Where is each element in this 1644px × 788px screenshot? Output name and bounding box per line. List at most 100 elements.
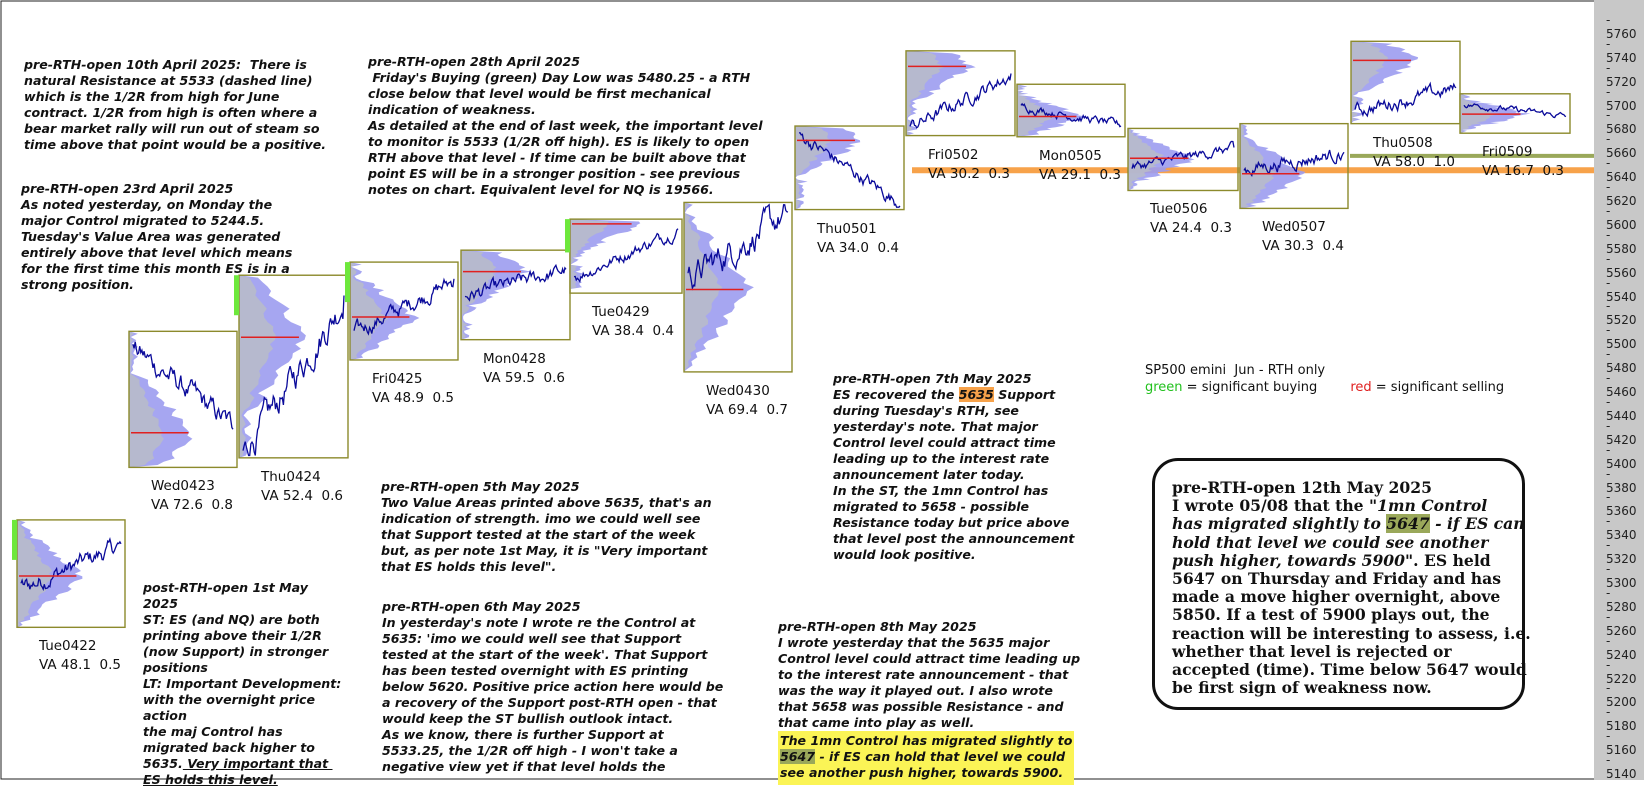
price-line [1463,103,1567,119]
note-text: The 1mn Control has migrated slightly to [780,733,1073,748]
callout-12-may: pre-RTH-open 12th May 2025 I wrote 05/08… [1152,458,1531,710]
price-axis[interactable] [1594,0,1644,780]
price-line [573,228,679,283]
callout-highlight-5647: 5647 [1386,514,1430,534]
session-box [460,249,571,341]
session-label: Tue0429 VA 38.4 0.4 [592,304,675,340]
highlight-5635: 5635 [958,387,994,402]
volume-profile-core [17,519,53,628]
session-box [905,50,1016,137]
callout-italic: 1mn Control [1377,496,1488,516]
y-tick-label: - 5160 [1606,729,1637,758]
session-label: Thu0501 VA 34.0 0.4 [817,220,900,256]
y-tick-label: - 5440 [1606,394,1637,423]
session-label: Mon0505 VA 29.1 0.3 [1039,147,1122,183]
buying-marker [234,275,239,316]
session-box [683,201,793,373]
note-title: pre-RTH-open 5th May 2025 [381,479,580,494]
y-tick-label: - 5340 [1606,514,1637,543]
note-body: Friday's Buying (green) Day Low was 5480… [368,70,763,197]
price-line [909,73,1012,129]
y-tick-label: - 5480 [1606,347,1637,376]
volume-profile-core [906,50,945,136]
legend-red: red [1350,380,1372,395]
y-tick-label: - 5460 [1606,371,1637,400]
session-box [569,218,683,294]
volume-profile-core [684,202,723,372]
price-line [464,263,567,302]
y-tick-label: - 5640 [1606,156,1637,185]
note-6-may: pre-RTH-open 6th May 2025 In yesterday's … [382,567,723,775]
note-23-april: pre-RTH-open 23rd April 2025 As noted yes… [21,149,292,293]
y-tick-label: - 5280 [1606,585,1637,614]
note-body: Two Value Areas printed above 5635, that… [381,495,712,574]
y-tick-label: - 5360 [1606,490,1637,519]
session-label: Tue0422 VA 48.1 0.5 [39,638,122,674]
price-line [242,295,345,457]
note-body: 2025 ST: ES (and NQ) are both printing a… [143,596,342,771]
y-tick-label: - 5720 [1606,60,1637,89]
note-text: Support [993,387,1056,402]
price-line [1020,102,1122,128]
highlight-5647: 5647 [780,749,816,764]
chart-legend: SP500 emini Jun - RTH only green = signi… [1145,345,1504,396]
session-box [238,274,349,459]
volume-profile-core [1351,41,1388,124]
session-label: Wed0507 VA 30.3 0.4 [1262,219,1345,255]
note-title: pre-RTH-open 28th April 2025 [368,54,580,69]
y-tick-label: - 5500 [1606,323,1637,352]
callout-italic: push higher, towards 5900 [1172,550,1406,570]
y-tick-label: - 5220 [1606,657,1637,686]
buying-marker [565,219,570,253]
y-tick-label: - 5560 [1606,251,1637,280]
y-tick-label: - 5660 [1606,132,1637,161]
y-tick-label: - 5380 [1606,466,1637,495]
session-box [1127,127,1239,192]
note-8-may: pre-RTH-open 8th May 2025 I wrote yesterd… [778,587,1080,785]
session-label: Fri0502 VA 30.2 0.3 [928,146,1011,182]
note-body: natural Resistance at 5533 (dashed line)… [24,73,327,152]
volume-profile-core [1017,84,1056,137]
note-title: pre-RTH-open 6th May 2025 [382,599,581,614]
y-tick-label: - 5320 [1606,538,1637,567]
note-7-may: pre-RTH-open 7th May 2025 ES recovered th… [833,339,1074,563]
price-line [1354,81,1457,118]
session-label: Wed0430 VA 69.4 0.7 [706,382,789,418]
note-body: during Tuesday's RTH, see yesterday's no… [833,403,1075,562]
note-10-april: pre-RTH-open 10th April 2025: There is na… [24,25,326,153]
price-line [798,132,901,208]
y-tick-label: - 5260 [1606,609,1637,638]
callout-body: 5647 on Thursday and Friday and has made… [1172,569,1531,698]
session-box [1239,122,1349,210]
session-label: Wed0423 VA 72.6 0.8 [151,478,234,514]
price-line [687,203,789,291]
y-tick-label: - 5620 [1606,180,1637,209]
price-line [1131,140,1235,170]
session-label: Mon0428 VA 59.5 0.6 [483,350,566,386]
yellow-highlight-box: The 1mn Control has migrated slightly to… [778,731,1075,785]
price-line [20,537,122,592]
price-line [1243,149,1345,178]
session-label: Fri0425 VA 48.9 0.5 [372,370,455,406]
session-box [349,261,459,361]
buying-marker [12,519,17,560]
volume-profile-core [350,262,389,360]
note-title: post-RTH-open 1st May [143,580,308,595]
session-label: Thu0508 VA 58.0 1.0 [1373,134,1456,170]
volume-profile-core [570,219,609,294]
buying-marker [345,262,350,303]
price-line [353,277,455,336]
legend-red-text: = significant selling [1371,380,1505,395]
volume-profile-core [239,275,276,458]
session-box [794,125,905,211]
y-tick-label: - 5520 [1606,299,1637,328]
y-tick-label: - 5420 [1606,418,1637,447]
note-body: I wrote yesterday that the 5635 major Co… [778,635,1081,730]
note-1-may: post-RTH-open 1st May 2025 ST: ES (and NQ… [143,548,341,788]
session-box [128,330,238,469]
note-text: see another push higher, towards 5900. [780,765,1064,780]
session-label: Tue0506 VA 24.4 0.3 [1150,201,1233,237]
session-box [1016,83,1126,138]
y-tick-label: - 5200 [1606,681,1637,710]
